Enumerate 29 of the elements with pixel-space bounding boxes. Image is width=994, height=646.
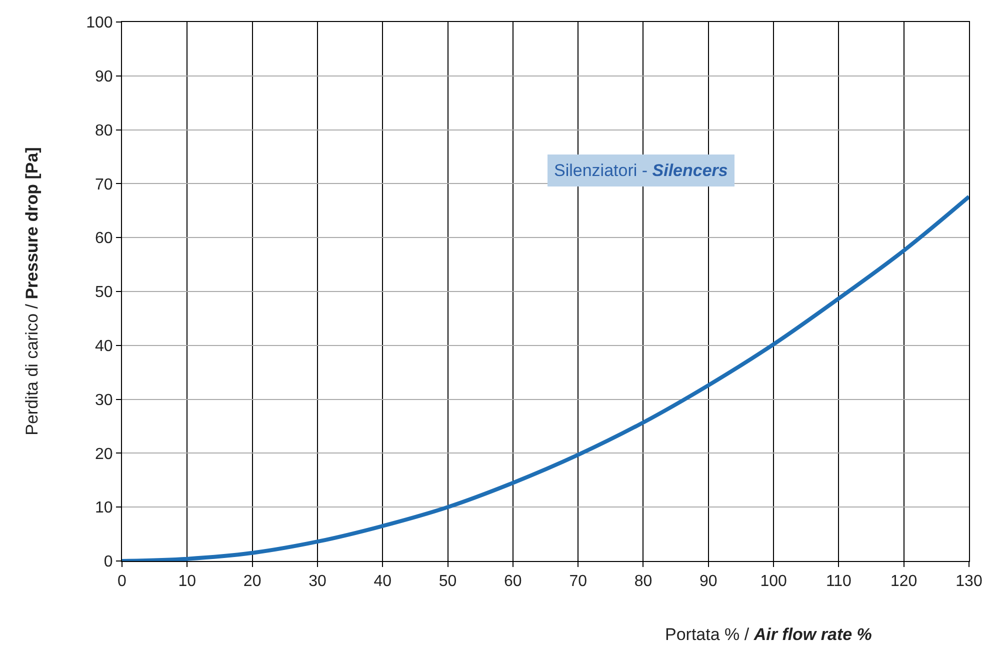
y-tick-label: 0: [104, 554, 113, 571]
x-tick-label: 30: [308, 573, 326, 590]
y-tick-label: 20: [95, 446, 113, 463]
y-tick-label: 10: [95, 500, 113, 517]
y-tick-label: 50: [95, 284, 113, 302]
x-tick-label: 10: [178, 573, 196, 590]
x-tick-label: 90: [699, 573, 718, 590]
x-tick-label: 40: [374, 573, 392, 590]
x-tick-label: 0: [118, 573, 127, 590]
x-tick-label: 20: [243, 573, 262, 590]
y-tick-label: 70: [95, 176, 113, 194]
x-tick-label: 70: [569, 573, 588, 590]
y-tick-label: 100: [86, 14, 113, 32]
x-tick-label: 110: [826, 573, 852, 590]
x-tick-label: 50: [438, 573, 457, 590]
y-axis-title: Perdita di carico / Pressure drop [Pa]: [22, 147, 42, 436]
y-tick-label: 80: [95, 122, 113, 140]
annotation: Silenziatori - Silencers: [554, 161, 728, 180]
x-tick-label: 120: [890, 573, 918, 590]
y-tick-label: 90: [95, 68, 113, 86]
y-tick-label: 30: [95, 392, 113, 409]
y-tick-label: 60: [95, 230, 113, 248]
x-tick-label: 60: [504, 573, 522, 590]
x-tick-label: 130: [956, 573, 982, 590]
y-tick-label: 40: [95, 338, 113, 355]
x-axis-title: Portata % / Air flow rate %: [665, 625, 872, 644]
x-tick-label: 80: [634, 573, 652, 590]
x-tick-label: 100: [760, 573, 787, 590]
line-series: [122, 194, 969, 561]
